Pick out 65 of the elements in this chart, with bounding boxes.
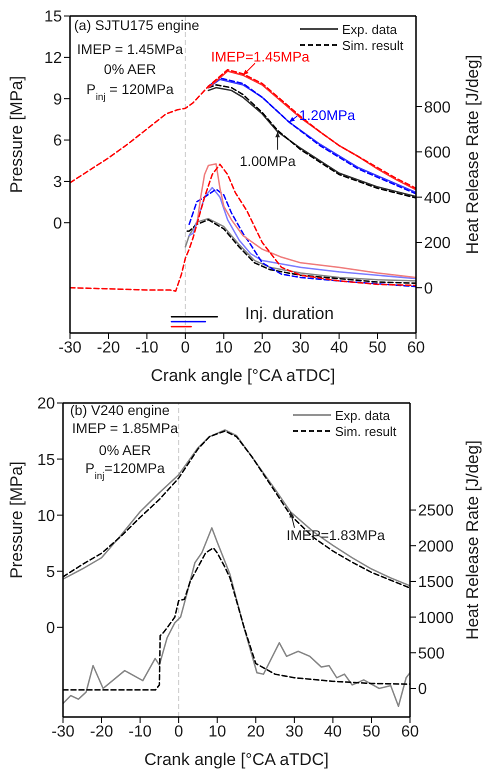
y-tick-label: 0 xyxy=(53,215,62,232)
legend-label: Exp. data xyxy=(335,408,391,423)
x-tick-label: 30 xyxy=(292,339,310,356)
x-tick-label: 50 xyxy=(368,339,387,356)
chart-title: (a) SJTU175 engine xyxy=(74,17,200,33)
x-tick-label: 40 xyxy=(324,723,342,740)
annotation: 1.00MPa xyxy=(240,152,296,169)
y2-tick-label: 200 xyxy=(424,235,451,252)
y-axis-title: Pressure [MPa] xyxy=(7,76,26,194)
x-axis-title: Crank angle [°CA aTDC] xyxy=(150,366,336,385)
y-axis-title: Pressure [MPa] xyxy=(7,461,26,579)
annotation: IMEP = 1.85MPa xyxy=(72,420,178,436)
x-tick-label: 60 xyxy=(401,723,419,740)
x-tick-label: -30 xyxy=(58,339,82,356)
y2-tick-label: 400 xyxy=(424,190,451,207)
y-tick-label: 10 xyxy=(37,508,56,525)
chart-title: (b) V240 engine xyxy=(70,402,170,418)
annotation: 1.20MPa xyxy=(299,107,356,124)
x-tick-label: -20 xyxy=(96,339,120,356)
legend-label: Sim. result xyxy=(342,38,404,53)
x-tick-label: 0 xyxy=(174,723,184,740)
y2-tick-label: 800 xyxy=(424,99,451,116)
x-tick-label: 0 xyxy=(180,339,190,356)
x-tick-label: -10 xyxy=(128,723,152,740)
x-tick-label: -10 xyxy=(135,339,159,356)
x-tick-label: 10 xyxy=(208,723,226,740)
annotation: IMEP=1.45MPa xyxy=(211,48,310,64)
y2-tick-label: 1000 xyxy=(418,610,454,627)
x-tick-label: 20 xyxy=(253,339,272,356)
x-tick-label: -20 xyxy=(90,723,114,740)
x-tick-label: 60 xyxy=(407,339,425,356)
line-series xyxy=(63,527,410,708)
x-tick-label: 30 xyxy=(285,723,304,740)
y-tick-label: 3 xyxy=(53,174,62,192)
annotation: P$_{inj}$ = 120MPa xyxy=(86,81,174,102)
y-tick-label: 12 xyxy=(44,50,62,68)
y2-tick-label: 0 xyxy=(424,280,433,298)
y2-tick-label: 2500 xyxy=(418,502,454,520)
legend-label: Exp. data xyxy=(342,22,398,37)
y2-tick-label: 1500 xyxy=(418,574,454,592)
annotation: IMEP = 1.45MPa xyxy=(77,41,184,57)
annotation: Inj. duration xyxy=(245,304,334,323)
y-tick-label: 15 xyxy=(44,8,62,26)
x-tick-label: 20 xyxy=(246,723,265,740)
y-tick-label: 0 xyxy=(46,620,56,637)
y2-tick-label: 600 xyxy=(424,144,451,162)
y-tick-label: 5 xyxy=(46,564,56,581)
y-tick-label: 6 xyxy=(53,132,62,150)
x-axis-title: Crank angle [°CA aTDC] xyxy=(144,750,329,769)
y-tick-label: 15 xyxy=(37,452,56,469)
x-tick-label: 40 xyxy=(330,339,348,356)
y-tick-label: 20 xyxy=(37,396,56,413)
y2-tick-label: 2000 xyxy=(418,538,454,556)
annotation: 0% AER xyxy=(104,61,156,77)
annotation: 0% AER xyxy=(98,442,152,458)
y-tick-label: 9 xyxy=(53,91,62,108)
legend-label: Sim. result xyxy=(335,424,397,439)
x-tick-label: -30 xyxy=(51,723,75,740)
x-tick-label: 50 xyxy=(362,723,380,740)
y2-axis-title: Heat Release Rate [J/deg] xyxy=(463,54,482,254)
y2-tick-label: 0 xyxy=(418,681,427,698)
annotation: P$_{inj}$=120MPa xyxy=(85,460,165,482)
x-tick-label: 10 xyxy=(214,339,233,356)
y2-axis-title: Heat Release Rate [J/deg] xyxy=(463,440,482,640)
y2-tick-label: 500 xyxy=(418,645,445,662)
